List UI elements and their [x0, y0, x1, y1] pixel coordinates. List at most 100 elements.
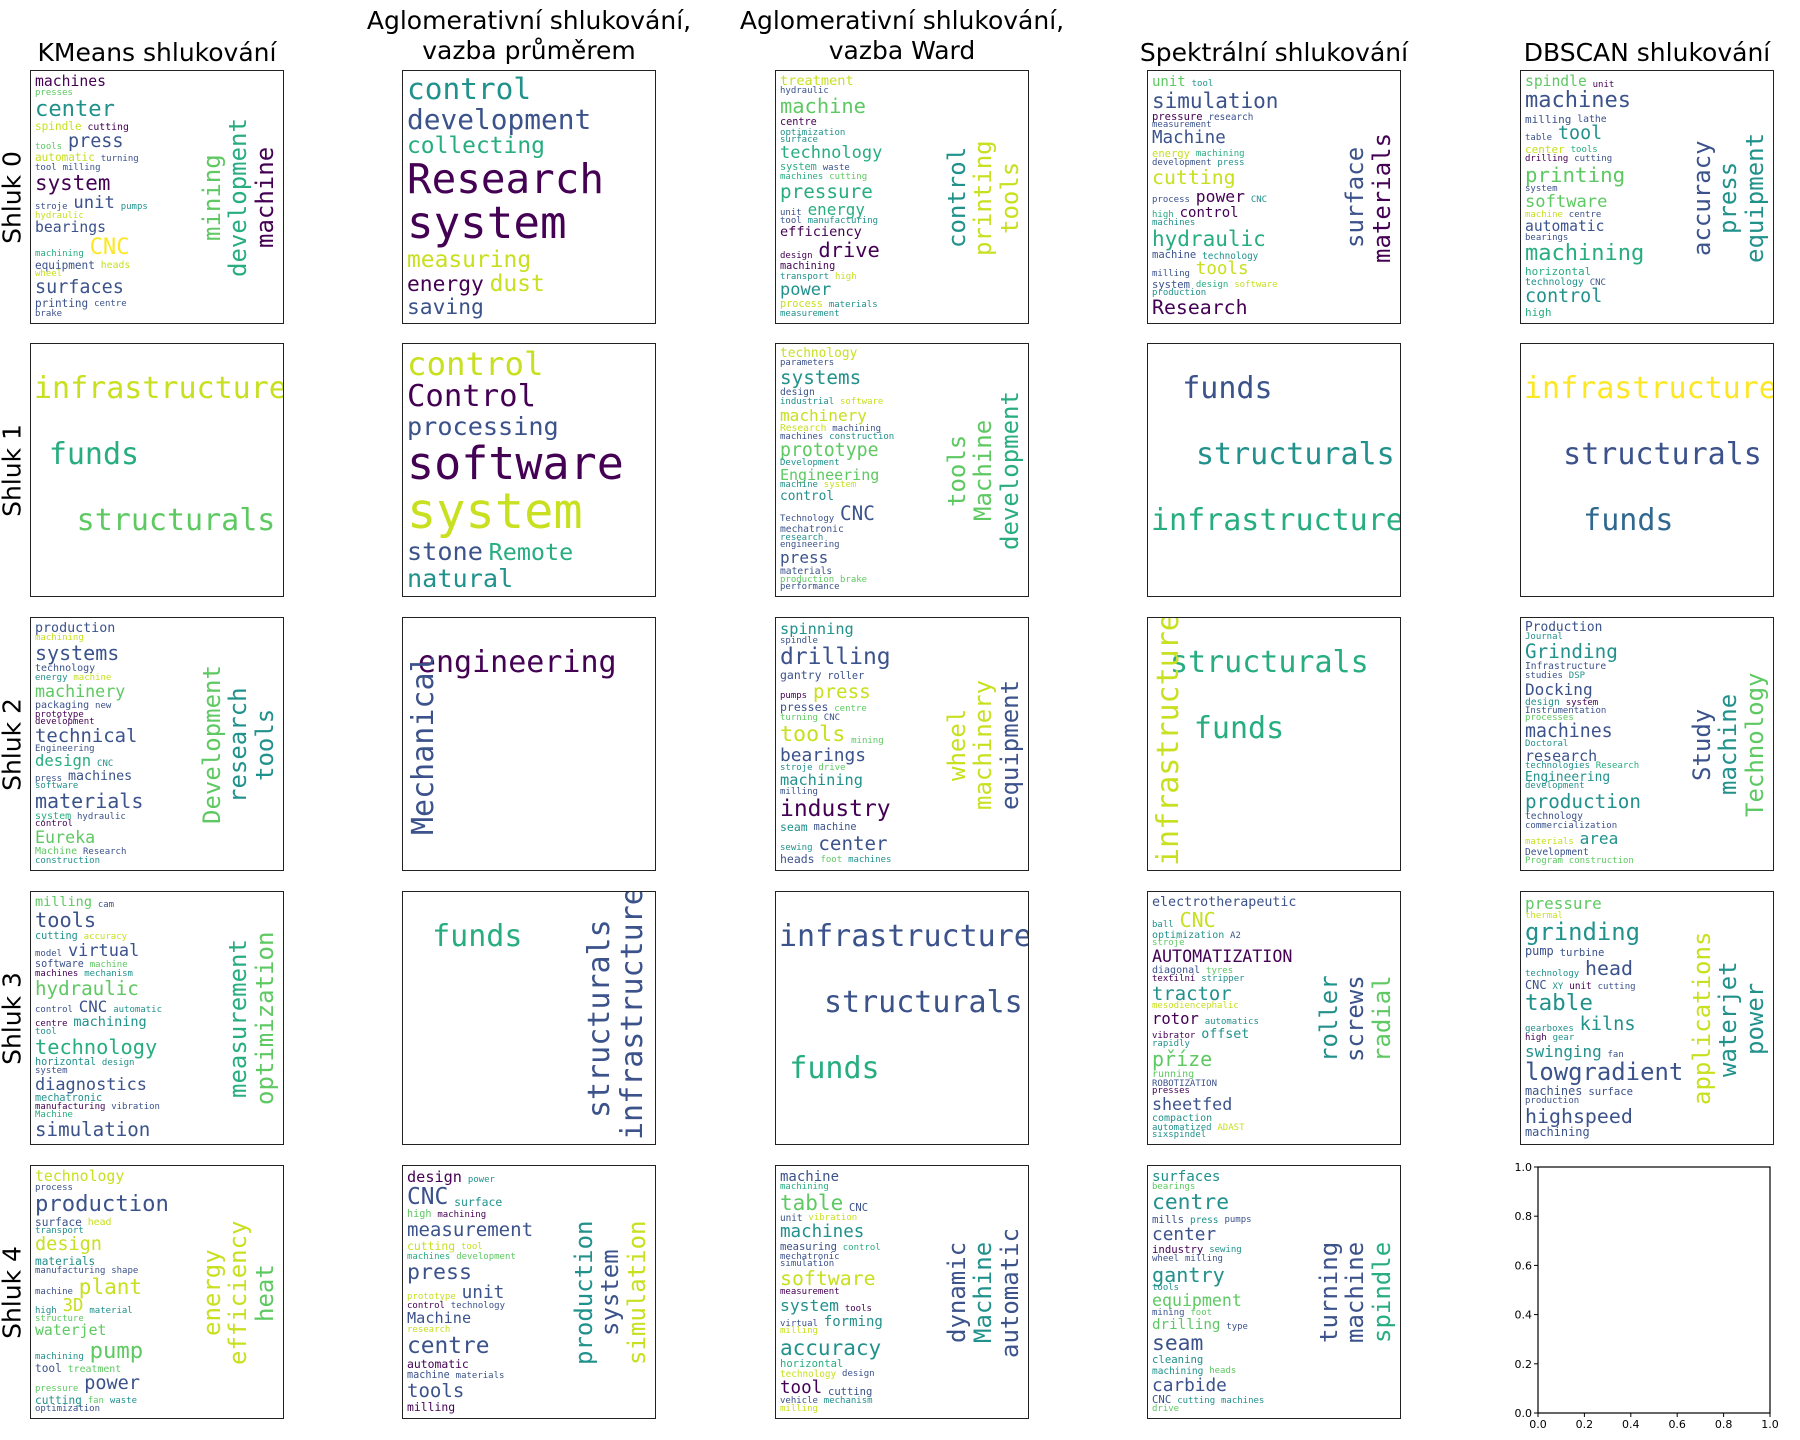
wordcloud-word: press: [1190, 1215, 1219, 1226]
wordcloud-word: commercialization: [1525, 820, 1618, 831]
wordcloud-panel: electrotherapeutic ball CNC optimization A2 s…: [1147, 891, 1401, 1145]
wordcloud-word: software: [35, 780, 79, 791]
wordcloud-word: tool: [780, 1377, 823, 1398]
wordcloud-word: industry: [1152, 1242, 1204, 1256]
wordcloud-word: center: [1152, 1224, 1217, 1246]
wordcloud-word: control: [35, 1004, 73, 1015]
wordcloud-panel: funds infrastructure structurals: [402, 891, 656, 1145]
wordcloud-word-vertical: tools: [942, 434, 971, 507]
wordcloud-word: software: [1525, 192, 1608, 213]
wordcloud-word: processing: [407, 412, 559, 442]
wordcloud-word: funds: [789, 1051, 880, 1086]
wordcloud-word: machinery: [35, 681, 126, 701]
row-label: Shluk 1: [0, 424, 27, 517]
wordcloud-word: machinery: [780, 405, 867, 425]
wordcloud-word: infrastructure: [34, 371, 284, 406]
wordcloud-word: construction: [1568, 855, 1634, 866]
wordcloud-word: software: [35, 958, 84, 970]
wordcloud-word: horizontal: [780, 1357, 844, 1370]
wordcloud-word: seam: [1152, 1331, 1204, 1357]
wordcloud-word: unit: [1592, 79, 1615, 90]
wordcloud-word: press: [813, 680, 871, 704]
wordcloud-word: machines: [1525, 1083, 1583, 1098]
wordcloud-word: unit: [461, 1282, 505, 1303]
wordcloud-word: CNC: [1179, 908, 1216, 932]
wordcloud-word: surface: [454, 1195, 503, 1210]
wordcloud-word: design: [1525, 697, 1560, 709]
wordcloud-word: gantry: [780, 668, 822, 683]
wordcloud-word: heads: [1209, 1366, 1237, 1377]
wordcloud-word: machining: [437, 1210, 487, 1221]
wordcloud-word: příze: [1152, 1046, 1213, 1071]
wordcloud-word: sewing: [780, 842, 813, 853]
wordcloud-word: manufacturing: [807, 215, 879, 226]
wordcloud-word-vertical: radial: [1367, 975, 1396, 1063]
wordcloud-word: measurement: [780, 308, 840, 319]
wordcloud-word: pump: [89, 1338, 144, 1365]
wordcloud-word: transport: [780, 271, 830, 282]
wordcloud-word: Development: [1525, 847, 1589, 858]
row-label: Shluk 2: [0, 698, 27, 791]
wordcloud-word: high: [407, 1209, 432, 1220]
wordcloud-word: cutting: [829, 171, 868, 182]
wordcloud-word: treatment: [780, 73, 854, 89]
wordcloud-word: mechatronic: [35, 1092, 103, 1104]
wordcloud-word-vertical: simulation: [622, 1220, 651, 1366]
wordcloud-word: system: [780, 1295, 839, 1315]
wordcloud-word-vertical: efficiency: [224, 1220, 253, 1366]
wordcloud-word: tool: [1191, 79, 1214, 89]
wordcloud-word: Machine: [35, 846, 78, 858]
wordcloud-word: machines: [780, 171, 824, 182]
wordcloud-word: design: [35, 1234, 102, 1256]
wordcloud-word: pumps: [780, 691, 808, 702]
wordcloud-word: automatic: [1525, 218, 1605, 236]
wordcloud-word: machine: [780, 1169, 840, 1185]
wordcloud-word: manufacturing: [35, 1102, 106, 1113]
wordcloud-panel: Production Journal Grinding Infrastructure s…: [1520, 617, 1774, 871]
wordcloud-word: simulation: [780, 1258, 835, 1269]
wordcloud-word: kilns: [1579, 1013, 1636, 1035]
wordcloud-word: turning: [100, 153, 139, 164]
wordcloud-word: technology: [1525, 968, 1580, 979]
wordcloud-word: ADAST: [1217, 1122, 1245, 1133]
wordcloud-word: unit: [73, 193, 115, 214]
wordcloud-word: industry: [780, 795, 891, 822]
wordcloud-word: machining: [1195, 149, 1245, 160]
wordcloud-word: Eureka: [35, 827, 96, 847]
wordcloud-word: CNC: [1250, 195, 1268, 206]
wordcloud-word: compaction: [1152, 1113, 1213, 1125]
wordcloud-word: bearings: [1152, 1182, 1196, 1193]
wordcloud-word: Grinding: [1525, 640, 1618, 664]
wordcloud-word: energy: [1152, 147, 1190, 160]
wordcloud-word: design: [1195, 280, 1229, 291]
wordcloud-word: production: [35, 1191, 169, 1218]
wordcloud-word: surfaces: [1152, 1169, 1221, 1185]
wordcloud-word: energy: [35, 673, 68, 684]
wordcloud-word: infrastructure: [779, 919, 1029, 954]
wordcloud-word: machine: [407, 1370, 450, 1382]
column-title: DBSCAN shlukování: [1523, 38, 1771, 67]
wordcloud-word: swinging: [1525, 1041, 1602, 1061]
wordcloud-word: ROBOTIZATION: [1152, 1079, 1218, 1090]
wordcloud-panel: spindle unit machines milling lathe table tool…: [1520, 70, 1774, 324]
wordcloud-word: forming: [823, 1313, 883, 1330]
wordcloud-word: energy: [407, 272, 484, 298]
wordcloud-word: system: [1525, 184, 1558, 195]
wordcloud-word: system: [1152, 278, 1190, 291]
wordcloud-word: control: [842, 1242, 881, 1253]
wordcloud-panel: control Control processing software system st…: [402, 343, 656, 597]
wordcloud-word: Research: [83, 847, 127, 858]
wordcloud-word: stroje: [35, 202, 68, 213]
wordcloud-word: production: [1525, 789, 1641, 813]
wordcloud-word: transport: [35, 1225, 84, 1236]
wordcloud-word: cutting: [87, 121, 129, 133]
wordcloud-word: seam: [780, 819, 808, 834]
wordcloud-word: accuracy: [780, 1334, 882, 1360]
wordcloud-word-vertical: dynamic: [942, 1242, 971, 1344]
wordcloud-word: technical: [35, 725, 138, 748]
wordcloud-word: prototype: [780, 440, 879, 462]
x-tick-label: 1.0: [1761, 1418, 1779, 1431]
wordcloud-word: heads: [100, 259, 131, 271]
y-tick-label: 0.6: [1515, 1259, 1533, 1272]
wordcloud-word-vertical: turning: [1314, 1242, 1343, 1344]
